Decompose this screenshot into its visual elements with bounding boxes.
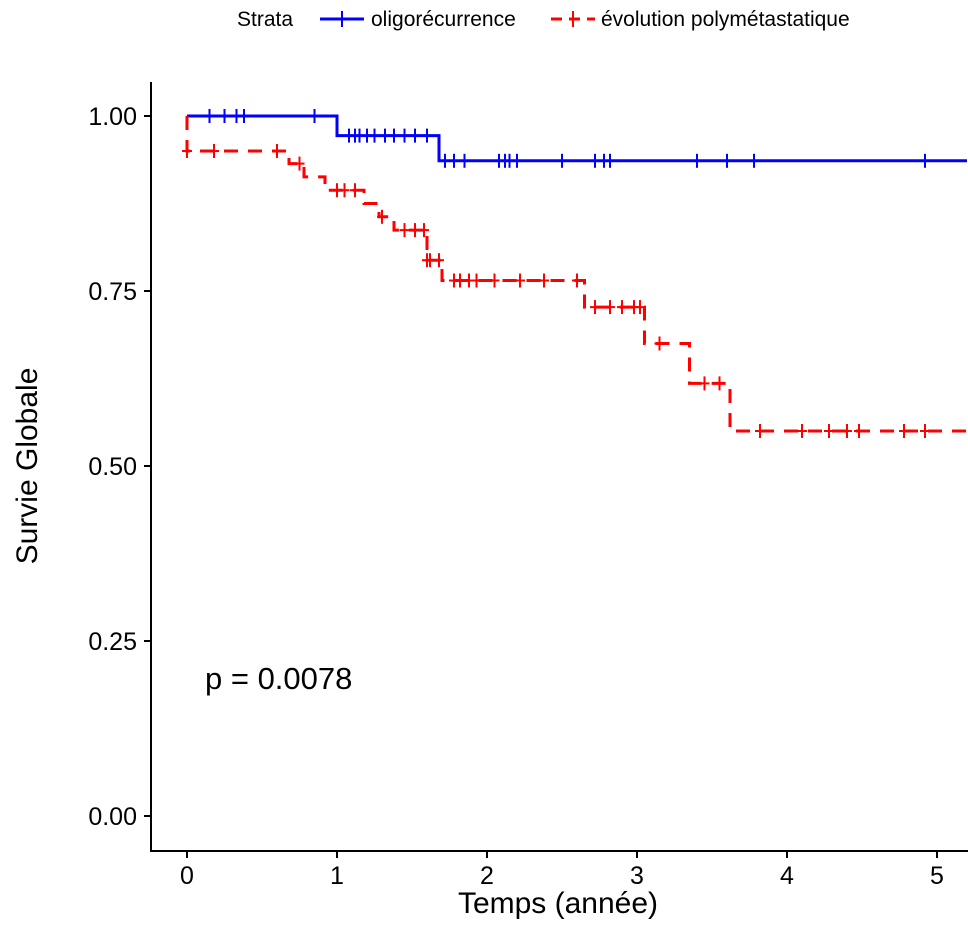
series-layer: [182, 109, 967, 438]
legend-label-oligorecurrence: oligorécurrence: [371, 8, 516, 31]
series-line-0: [187, 114, 967, 163]
legend-label-evolution: évolution polymétastatique: [601, 8, 850, 31]
x-axis-title: Temps (année): [458, 887, 658, 920]
series-line-1: [185, 116, 967, 433]
y-tick-label: 0.00: [88, 803, 137, 831]
x-tick-label: 5: [930, 862, 944, 890]
y-tick-label: 0.50: [88, 453, 137, 481]
x-tick-label: 3: [630, 862, 644, 890]
legend-key-evolution: [551, 11, 595, 27]
legend: Strata oligorécurrence évolution polymét…: [237, 8, 850, 31]
legend-title: Strata: [237, 8, 293, 31]
x-tick-label: 0: [180, 862, 194, 890]
p-value-annotation: p = 0.0078: [205, 661, 352, 696]
y-tick-label: 0.25: [88, 628, 137, 656]
y-axis-ticks: 0.00 0.25 0.50 0.75 1.00: [88, 103, 151, 831]
x-tick-label: 2: [480, 862, 494, 890]
y-axis-title: Survie Globale: [11, 368, 44, 565]
y-tick-label: 0.75: [88, 278, 137, 306]
y-tick-label: 1.00: [88, 103, 137, 131]
x-axis-ticks: 0 1 2 3 4 5: [180, 851, 944, 890]
x-tick-label: 4: [780, 862, 794, 890]
legend-key-oligorecurrence: [320, 11, 364, 27]
x-tick-label: 1: [330, 862, 344, 890]
